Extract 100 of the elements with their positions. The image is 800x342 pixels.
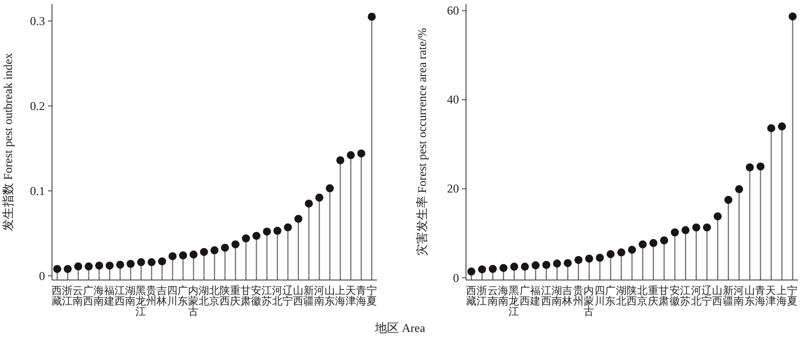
x-tick-label: 海南 [94,285,105,308]
x-tick-label: 河北 [272,285,283,308]
point [294,214,302,223]
x-tick-label: 上海 [776,284,788,308]
y-axis-title: 灾害发生率 Forest pest occurrence area rate/% [415,28,429,256]
point [315,194,324,202]
point [542,260,550,269]
x-tick-label: 四川 [594,285,606,308]
x-tick-label: 河南 [314,285,325,308]
point [53,264,62,273]
point [273,226,282,235]
point [660,236,668,244]
x-tick-label: 重庆 [648,284,659,308]
y-tick-label: 20 [447,182,459,196]
x-tick-label: 云南 [72,286,84,308]
x-tick-label: 江苏 [261,285,272,308]
point [628,246,636,254]
x-tick-label: 辽宁 [701,285,712,308]
point [231,240,240,248]
point [368,12,376,21]
point [499,264,508,272]
x-tick-label: 重庆 [230,284,241,308]
x-tick-label: 湖南 [125,285,136,308]
point [346,151,355,160]
x-tick-label: 天津 [766,285,777,308]
point [336,156,344,164]
x-tick-label: 安徽 [669,284,680,308]
point [788,12,797,20]
point [756,162,765,170]
point [532,261,540,270]
point [638,240,647,248]
x-tick-label: 西藏 [466,285,477,308]
x-tick-label: 吉林 [561,284,574,308]
point [242,234,250,242]
x-tick-label: 广东 [178,284,189,308]
y-tick-label: 0.2 [30,98,45,113]
point [596,254,604,262]
point [326,184,334,192]
y-tick-label: 40 [447,92,459,107]
point [778,122,786,130]
point [702,223,711,232]
x-tick-label: 安徽 [250,284,262,308]
x-tick-label: 山东 [744,284,756,308]
point [262,228,271,236]
x-tick-label: 陕西 [626,285,638,308]
point [746,163,754,172]
x-tick-label: 浙江 [62,284,74,308]
point [252,232,260,240]
point [670,228,679,236]
x-tick-label: 北京 [209,284,220,308]
x-tick-label: 湖北 [198,285,210,308]
x-tick-label: 青海 [755,284,766,308]
point [284,223,292,232]
point [564,259,572,268]
x-tick-label: 内蒙古 [188,284,200,318]
y-axis-title: 发生指数 Forest pest outbreak index [1,53,15,231]
point [488,264,497,273]
point [304,200,313,208]
x-tick-label: 青海 [356,284,367,308]
x-tick-label: 宁夏 [787,284,798,308]
x-tick-label: 宁夏 [366,284,378,308]
x-tick-label: 黑龙江 [508,285,520,318]
x-tick-label: 广东 [605,284,616,308]
point [95,262,104,270]
x-tick-label: 广西 [519,284,530,308]
point [137,258,146,266]
x-axis-title: 地区 Area [374,321,426,335]
y-tick-label: 0.3 [30,14,45,28]
x-tick-label: 湖北 [616,285,627,308]
point [724,196,732,204]
point [649,239,658,248]
x-tick-label: 广西 [83,284,94,308]
x-tick-label: 云南 [487,286,498,308]
x-tick-label: 福建 [529,284,542,308]
point [126,260,135,268]
point [210,246,218,254]
x-tick-label: 吉林 [156,284,168,308]
point [574,256,582,264]
x-tick-label: 福建 [103,284,116,308]
x-tick-label: 湖南 [552,285,563,308]
point [767,124,776,132]
x-tick-label: 河南 [734,285,745,308]
point [200,248,208,256]
point [179,251,188,260]
x-tick-label: 北京 [637,284,648,308]
x-tick-label: 黑龙江 [136,285,147,318]
x-tick-label: 四川 [167,285,178,308]
x-tick-label: 山东 [324,284,336,308]
x-tick-label: 西藏 [52,285,63,308]
point [692,223,700,232]
point [64,264,72,273]
point [606,250,615,258]
x-tick-label: 浙江 [476,284,488,308]
point [520,262,529,271]
x-tick-label: 陕西 [219,285,230,308]
x-tick-label: 河北 [690,285,702,308]
x-tick-label: 上海 [334,284,346,308]
point [478,265,486,274]
x-tick-label: 贵州 [572,284,584,308]
point [617,248,626,256]
